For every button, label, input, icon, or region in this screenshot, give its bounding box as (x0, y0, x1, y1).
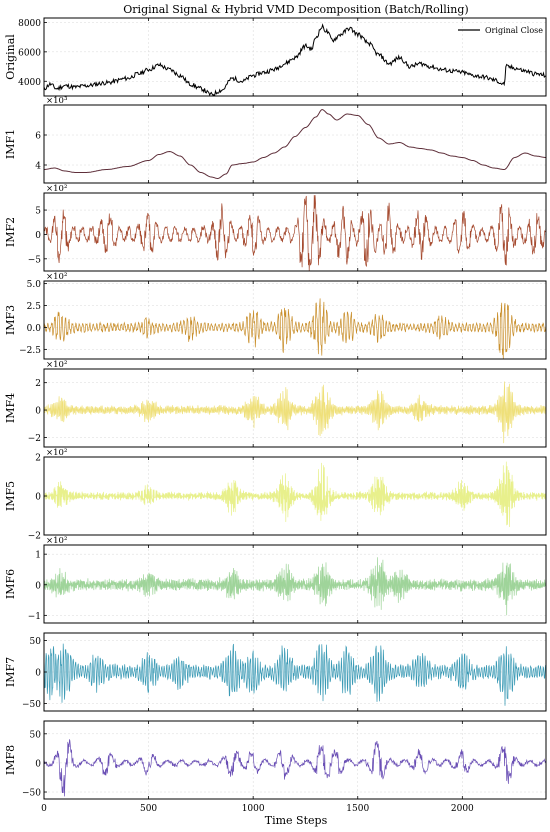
panel-imf8: −50 0 50 IMF8 (4, 720, 547, 800)
y-tick-label: 0 (35, 669, 41, 679)
y-axis-label: IMF6 (4, 569, 17, 599)
panel-imf4: −2 0 2 IMF4 ×10² (4, 360, 547, 448)
series-line-imf2 (43, 195, 547, 272)
y-axis-multiplier: ×10³ (46, 96, 67, 106)
panel-imf5: −2 0 2 IMF5 ×10² (4, 448, 547, 542)
panel-imf1: 4 6 IMF1 ×10³ (4, 96, 547, 184)
y-tick-label: −50 (22, 789, 41, 799)
panel-frame (43, 720, 547, 800)
series-line-imf1 (44, 109, 546, 179)
panel-frame (43, 104, 547, 184)
y-tick-label: 5 (35, 207, 41, 217)
y-tick-label: 4000 (18, 78, 41, 88)
panel-imf6: −1 0 1 IMF6 ×10² (4, 536, 547, 624)
y-axis-multiplier: ×10² (46, 448, 67, 458)
panel-imf2: −5 0 5 IMF2 ×10² (4, 184, 547, 272)
y-tick-label: 5.0 (27, 280, 42, 290)
y-tick-label: 1 (35, 551, 41, 561)
y-axis-label: IMF4 (4, 393, 17, 423)
y-tick-label: 8000 (18, 19, 41, 29)
y-tick-label: 2.5 (27, 302, 42, 312)
y-tick-label: −2 (28, 532, 41, 542)
series-line-imf6 (43, 557, 547, 616)
y-tick-label: 0 (35, 231, 41, 241)
y-tick-label: 2 (35, 454, 41, 464)
legend-label: Original Close (485, 26, 543, 35)
panel-frame (43, 280, 547, 360)
y-tick-label: 50 (30, 730, 42, 740)
y-tick-label: 0 (35, 759, 41, 769)
y-tick-label: −2 (28, 434, 41, 444)
y-tick-label: 0 (35, 581, 41, 591)
x-tick-label: 1000 (242, 804, 265, 814)
y-tick-label: −2.5 (19, 346, 41, 356)
y-axis-label: IMF3 (4, 305, 17, 335)
y-axis-multiplier: ×10² (46, 360, 67, 370)
series-line-imf7 (43, 643, 547, 706)
y-axis-label: Original (4, 34, 17, 80)
series-line-imf3 (43, 298, 547, 360)
panel-frame (43, 17, 547, 97)
x-axis-label: Time Steps (265, 814, 328, 827)
series-line-imf8 (43, 739, 547, 797)
chart-title: Original Signal & Hybrid VMD Decompositi… (123, 3, 468, 16)
series-line-imf4 (43, 381, 547, 444)
panel-frame (43, 192, 547, 272)
y-tick-label: 6000 (18, 48, 41, 58)
y-tick-label: 6 (35, 132, 41, 142)
y-axis-label: IMF8 (4, 745, 17, 775)
y-axis-multiplier: ×10² (46, 184, 67, 194)
y-axis-multiplier: ×10² (46, 536, 67, 546)
y-axis-label: IMF1 (4, 129, 17, 159)
y-tick-label: 4 (35, 162, 41, 172)
y-axis-multiplier: ×10² (46, 272, 67, 282)
legend: Original Close (458, 26, 543, 35)
panel-frame (43, 544, 547, 624)
series-line-imf5 (43, 461, 547, 528)
y-tick-label: 0.0 (27, 324, 42, 334)
series-line-original (43, 23, 547, 97)
y-tick-label: −1 (28, 612, 41, 622)
y-tick-label: 0 (35, 493, 41, 503)
panel-frame (43, 368, 547, 448)
y-tick-label: −50 (22, 700, 41, 710)
y-tick-label: 0 (35, 407, 41, 417)
x-tick-label: 1500 (346, 804, 369, 814)
x-tick-label: 2000 (451, 804, 474, 814)
y-tick-label: −5 (28, 255, 42, 265)
y-tick-label: 2 (35, 379, 41, 389)
y-tick-label: 50 (30, 637, 42, 647)
y-axis-label: IMF2 (4, 217, 17, 247)
panel-imf3: −2.5 0.0 2.5 5.0 IMF3 ×10² (4, 272, 547, 360)
x-tick-label: 500 (140, 804, 157, 814)
y-axis-label: IMF5 (4, 481, 17, 511)
y-axis-label: IMF7 (4, 657, 17, 687)
panel-imf7: −50 0 50 IMF7 (4, 632, 547, 712)
x-tick-label: 0 (41, 804, 47, 814)
